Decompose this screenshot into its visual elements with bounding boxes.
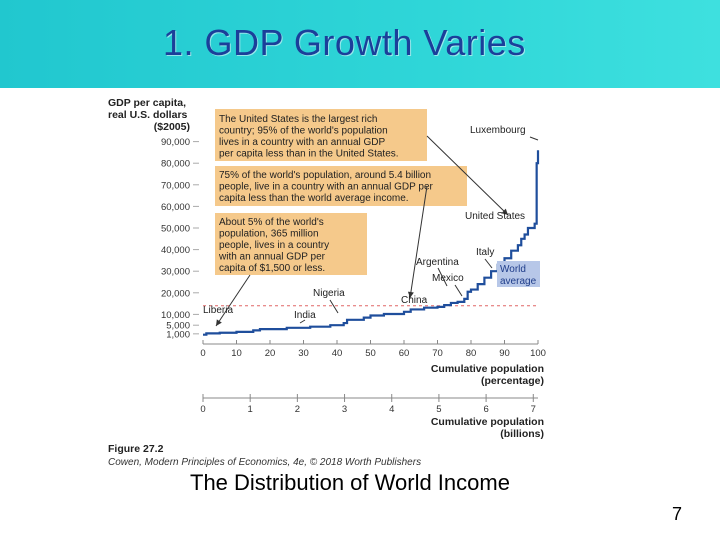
x2-axis-label: (billions) xyxy=(500,428,544,440)
x2-tick-label: 1 xyxy=(248,404,253,415)
y-tick-label: 70,000 xyxy=(161,180,190,191)
annotation-world-average-line: capita less than the world average incom… xyxy=(219,193,409,204)
leader-india xyxy=(299,319,306,324)
country-label-italy: Italy xyxy=(476,247,494,258)
country-label-united-states: United States xyxy=(465,211,525,222)
y-tick-label: 5,000 xyxy=(166,321,190,332)
slide-title: 1. GDP Growth Varies xyxy=(163,22,526,63)
x-tick-label: 20 xyxy=(265,348,276,359)
y-tick-label: 20,000 xyxy=(161,288,190,299)
annotation-us-line: country; 95% of the world's population xyxy=(219,126,388,137)
arrow-poorest xyxy=(215,274,251,327)
x-tick-label: 40 xyxy=(332,348,343,359)
y-tick-label: 90,000 xyxy=(161,137,190,148)
x2-tick-label: 5 xyxy=(436,404,441,415)
x-tick-label: 10 xyxy=(231,348,242,359)
slide-caption: The Distribution of World Income xyxy=(190,470,510,495)
gdp-distribution-line xyxy=(203,150,540,336)
country-label-nigeria: Nigeria xyxy=(313,288,345,299)
annotation-us-line: lives in a country with an annual GDP xyxy=(219,137,386,148)
annotation-box-poorest xyxy=(215,213,367,275)
y-tick-label: 50,000 xyxy=(161,224,190,235)
x2-tick-label: 6 xyxy=(483,404,488,415)
arrow-poorest-head xyxy=(216,319,222,326)
x2-tick-label: 0 xyxy=(200,404,205,415)
x-tick-label: 80 xyxy=(466,348,477,359)
x-axis-label: Cumulative population xyxy=(431,363,544,375)
x-tick-label: 100 xyxy=(530,348,546,359)
x2-axis-label: Cumulative population xyxy=(431,416,544,428)
annotation-box-us xyxy=(215,109,427,161)
x-axis-label: (percentage) xyxy=(481,375,544,387)
x-tick-label: 70 xyxy=(432,348,443,359)
y-tick-label: 1,000 xyxy=(166,329,190,340)
annotation-us-line: The United States is the largest rich xyxy=(219,114,377,125)
leader-luxembourg xyxy=(529,136,539,141)
y-tick-label: 60,000 xyxy=(161,202,190,213)
figure-label: Figure 27.2 xyxy=(108,443,164,455)
country-label-china: China xyxy=(401,295,428,306)
annotation-us-line: per capita less than in the United State… xyxy=(219,149,399,160)
y-axis-label: real U.S. dollars xyxy=(108,109,188,121)
y-tick-label: 80,000 xyxy=(161,159,190,170)
x2-tick-label: 3 xyxy=(342,404,347,415)
country-label-mexico: Mexico xyxy=(432,273,464,284)
x-tick-label: 50 xyxy=(365,348,376,359)
y-tick-label: 40,000 xyxy=(161,245,190,256)
arrow-world-average-head xyxy=(407,291,414,298)
world-average-label-line: average xyxy=(500,276,537,287)
leader-nigeria xyxy=(329,299,339,314)
leader-italy xyxy=(484,258,493,269)
annotation-poorest-line: people, lives in a country xyxy=(219,240,329,251)
country-label-argentina: Argentina xyxy=(416,257,459,268)
world-average-box xyxy=(497,261,540,287)
world-average-label-line: World xyxy=(500,264,526,275)
x-tick-label: 60 xyxy=(399,348,410,359)
annotation-world-average-line: people, live in a country with an annual… xyxy=(219,182,434,193)
arrow-world-average xyxy=(409,185,428,299)
leader-argentina xyxy=(437,267,448,287)
annotation-poorest-line: with an annual GDP per xyxy=(218,252,326,263)
title-banner xyxy=(0,0,720,88)
x2-tick-label: 4 xyxy=(389,404,394,415)
annotation-world-average-line: 75% of the world's population, around 5.… xyxy=(219,170,431,181)
x-tick-label: 30 xyxy=(298,348,309,359)
x2-tick-label: 7 xyxy=(531,404,536,415)
y-tick-label: 30,000 xyxy=(161,267,190,278)
annotation-poorest-line: About 5% of the world's xyxy=(219,217,324,228)
arrow-us-head xyxy=(501,208,508,215)
y-tick-label: 10,000 xyxy=(161,310,190,321)
leader-mexico xyxy=(454,284,463,297)
country-label-luxembourg: Luxembourg xyxy=(470,125,526,136)
country-label-india: India xyxy=(294,310,316,321)
page-number: 7 xyxy=(672,504,683,524)
annotation-poorest-line: population, 365 million xyxy=(219,229,319,240)
figure-credit: Cowen, Modern Principles of Economics, 4… xyxy=(108,457,421,468)
country-label-liberia: Liberia xyxy=(203,305,233,316)
y-axis-label: GDP per capita, xyxy=(108,97,186,109)
y-axis-label: ($2005) xyxy=(154,121,190,133)
annotation-poorest-line: capita of $1,500 or less. xyxy=(219,263,325,274)
arrow-us xyxy=(426,135,509,216)
x-tick-label: 90 xyxy=(499,348,510,359)
x2-tick-label: 2 xyxy=(295,404,300,415)
x-tick-label: 0 xyxy=(200,348,205,359)
